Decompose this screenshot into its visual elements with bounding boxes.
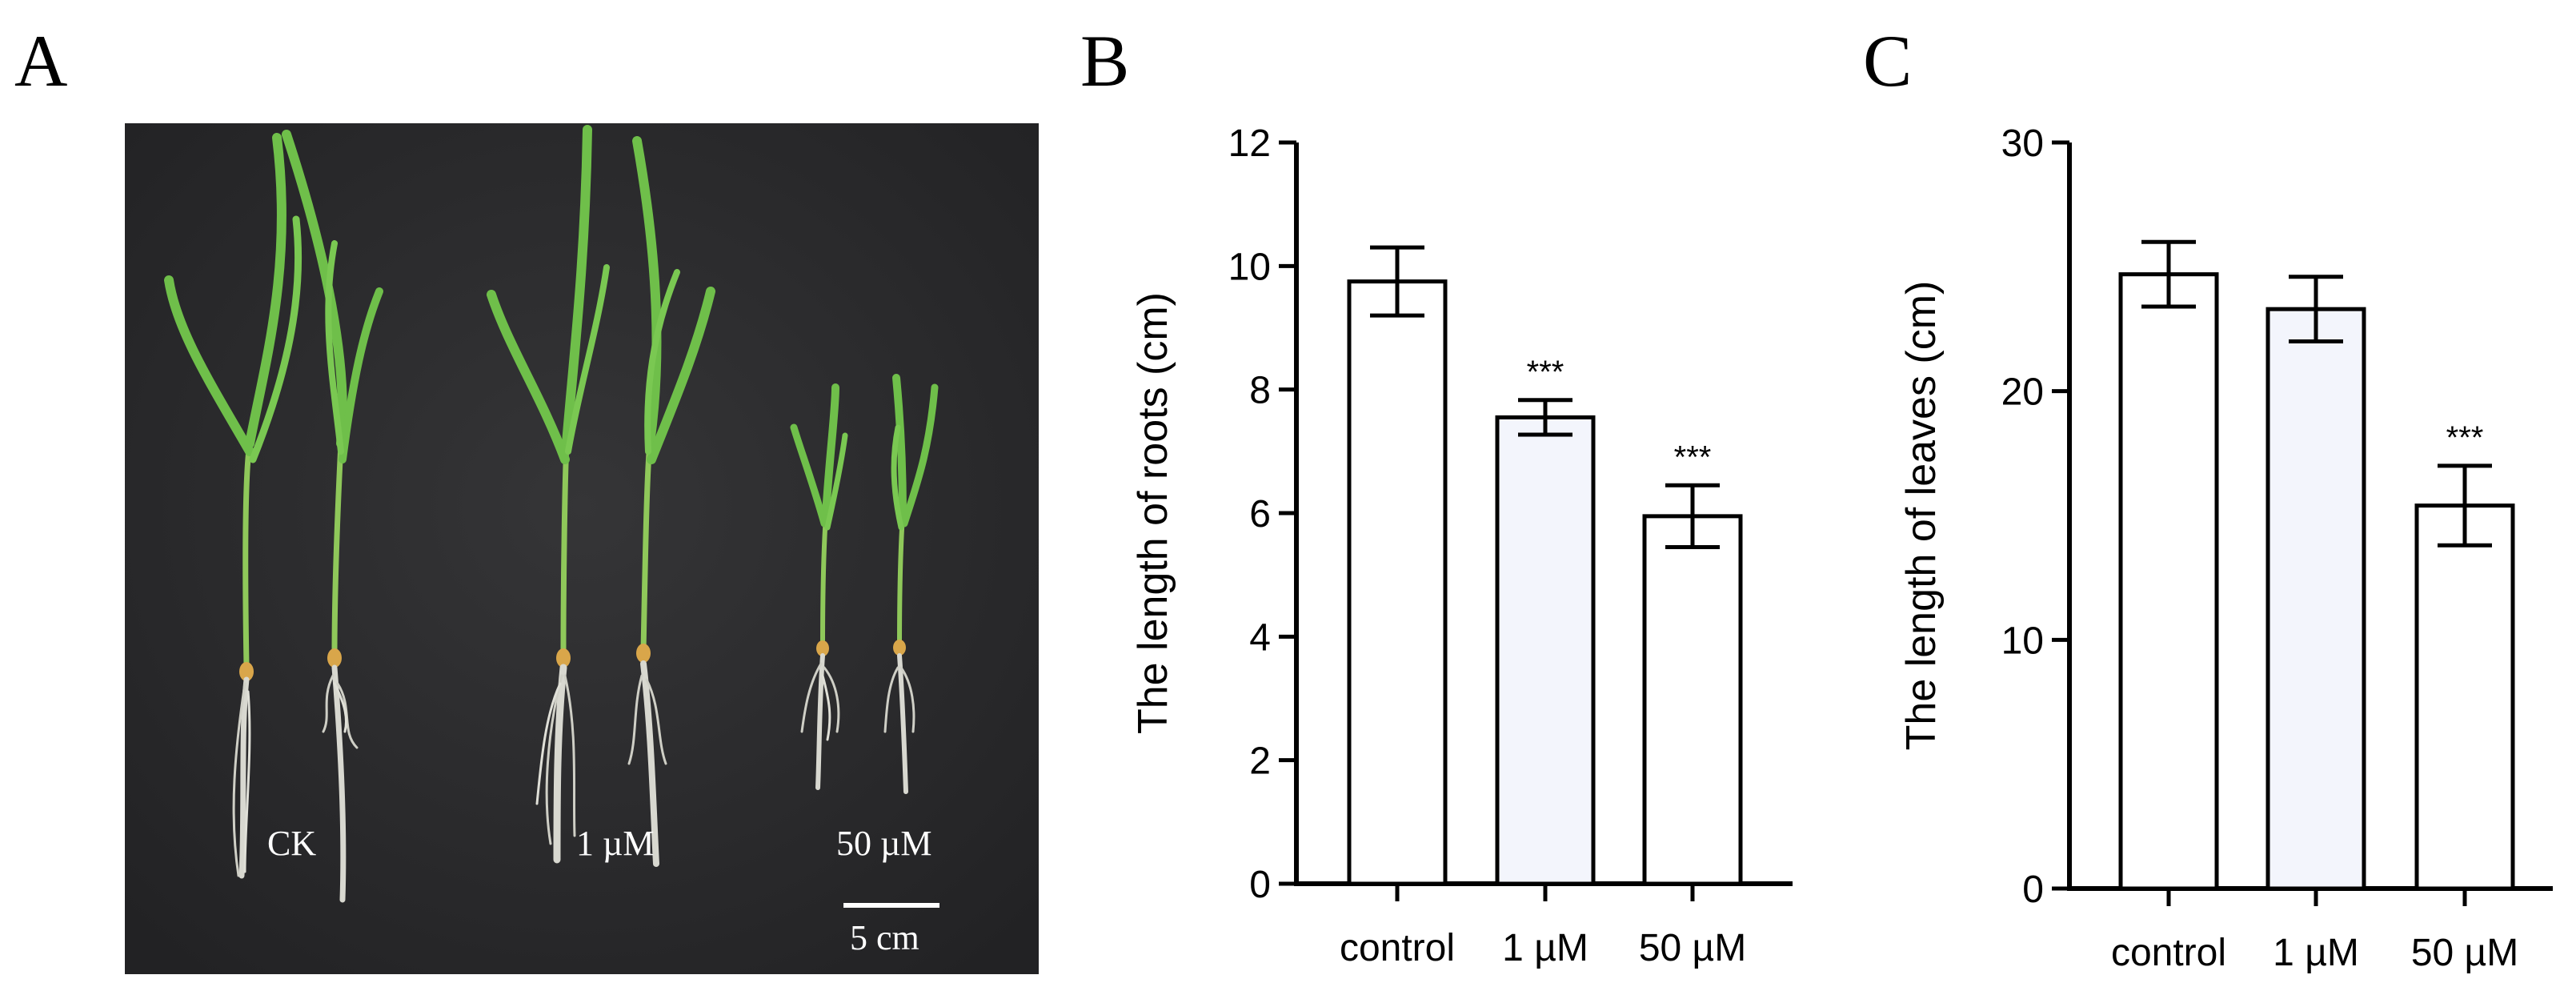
seedling-ck-2: [282, 130, 383, 903]
seedling-illustration: [125, 123, 1039, 974]
x-tick-label: 50 µM: [1639, 927, 1746, 969]
significance-marker: ***: [1674, 439, 1712, 475]
x-tick-label: 50 µM: [2411, 932, 2518, 974]
root-length-chart: 0 2 4 6 8 10 12 The length of roots (cm) control…: [1130, 122, 1793, 969]
significance-marker: ***: [1527, 355, 1564, 390]
y-tick-label: 4: [1249, 616, 1271, 659]
y-axis-title: The length of roots (cm): [1130, 292, 1176, 734]
seedling-50um-1: [790, 383, 848, 790]
y-tick-label: 8: [1249, 370, 1271, 412]
seedling-1um-2: [627, 136, 715, 867]
y-tick-label: 0: [1249, 864, 1271, 906]
scale-bar: [843, 903, 939, 908]
y-axis-title: The length of leaves (cm): [1898, 281, 1945, 751]
leaf-length-chart: 0 10 20 30 The length of leaves (cm) control 1…: [1898, 122, 2553, 974]
y-tick-label: 2: [1249, 740, 1271, 783]
bar: [1495, 415, 1596, 886]
y-tick-label: 30: [2001, 122, 2044, 165]
seedling-50um-2: [883, 374, 939, 794]
seedling-1um-1: [487, 125, 610, 864]
bar: [2414, 504, 2515, 891]
x-tick-label: 1 µM: [2273, 932, 2359, 974]
bar: [2118, 272, 2219, 891]
bar: [2266, 307, 2366, 891]
seedling-photo: CK 1 µM 50 µM 5 cm: [125, 123, 1039, 974]
photo-label-ck: CK: [267, 824, 317, 863]
y-tick-label: 12: [1228, 122, 1271, 165]
photo-label-50um: 50 µM: [836, 824, 932, 863]
scale-bar-label: 5 cm: [850, 918, 919, 957]
seedling-ck-1: [164, 133, 302, 879]
x-tick-label: 1 µM: [1502, 927, 1588, 969]
y-tick-label: 10: [2001, 620, 2044, 662]
significance-marker: ***: [2446, 420, 2484, 455]
y-tick-label: 0: [2022, 869, 2044, 911]
y-tick-label: 6: [1249, 493, 1271, 536]
bar: [1642, 514, 1743, 886]
y-tick-label: 20: [2001, 371, 2044, 414]
photo-label-1um: 1 µM: [576, 824, 655, 863]
x-tick-label: control: [1340, 927, 1455, 969]
y-tick-label: 10: [1228, 246, 1271, 288]
x-tick-label: control: [2111, 932, 2226, 974]
panel-label-b: B: [1080, 20, 1130, 102]
panel-label-a: A: [14, 20, 68, 102]
panel-label-c: C: [1863, 20, 1913, 102]
bar: [1347, 279, 1448, 886]
